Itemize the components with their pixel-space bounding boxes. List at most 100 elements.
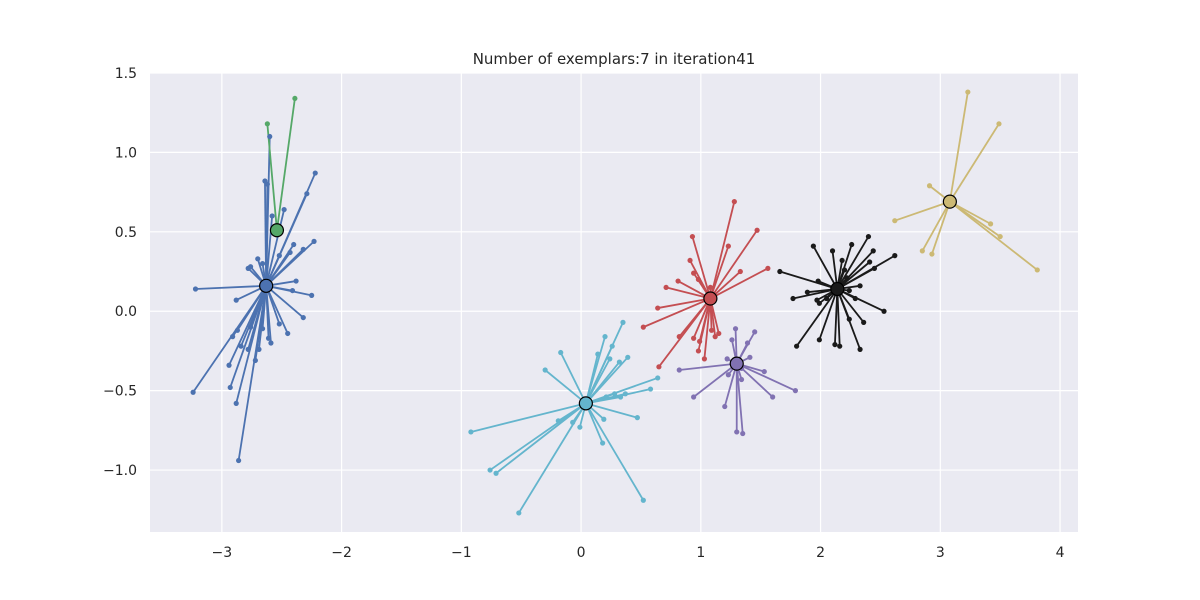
x-tick-label: 1	[696, 545, 705, 561]
data-point	[697, 338, 703, 345]
cluster-link	[495, 402, 587, 474]
cluster-link	[836, 236, 870, 290]
chart-title: Number of exemplars:7 in iteration41	[473, 50, 756, 68]
data-point	[857, 346, 863, 352]
data-point	[691, 270, 697, 276]
data-point	[577, 424, 583, 430]
data-point	[837, 343, 843, 349]
data-point	[790, 295, 796, 302]
data-point	[252, 357, 258, 364]
data-point	[724, 356, 730, 362]
cluster-link	[792, 288, 838, 300]
grid	[150, 72, 1078, 532]
data-point	[881, 308, 887, 314]
data-point	[871, 265, 878, 271]
cluster-link	[642, 297, 711, 328]
data-point	[558, 349, 564, 356]
data-point	[712, 334, 718, 340]
data-point	[865, 233, 872, 240]
cluster-link	[795, 288, 839, 347]
data-point	[264, 121, 270, 127]
data-point	[245, 265, 251, 271]
cluster-link	[921, 201, 951, 252]
data-point	[744, 340, 751, 346]
data-point	[663, 284, 669, 291]
cluster-link	[949, 123, 1000, 203]
data-point	[595, 351, 601, 357]
data-point	[600, 440, 606, 446]
data-point	[601, 416, 607, 422]
cluster-link	[692, 298, 712, 339]
data-point	[234, 327, 241, 333]
data-point	[841, 267, 848, 273]
data-point	[747, 354, 753, 360]
cluster-link	[228, 285, 267, 366]
data-point	[695, 348, 702, 354]
data-point	[965, 89, 971, 95]
data-point	[867, 259, 873, 265]
data-point	[737, 268, 743, 275]
data-point	[256, 346, 262, 352]
data-point	[846, 316, 852, 322]
cluster-link	[723, 363, 738, 407]
data-point	[816, 337, 822, 343]
data-point	[655, 305, 661, 311]
x-tick-label: 0	[577, 545, 586, 561]
data-point	[707, 284, 713, 291]
cluster-links	[192, 91, 1038, 514]
data-point	[300, 246, 306, 252]
exemplar-point	[703, 291, 718, 306]
data-point	[255, 256, 261, 262]
data-point	[227, 384, 233, 391]
data-point	[919, 248, 925, 254]
data-point	[725, 243, 731, 249]
data-point	[264, 181, 270, 187]
cluster-link	[470, 402, 587, 433]
data-point	[516, 510, 522, 516]
cluster-link	[266, 123, 278, 231]
x-tick-label: −1	[451, 545, 472, 561]
data-point	[794, 343, 800, 349]
data-point	[729, 337, 735, 343]
data-point	[765, 265, 771, 271]
data-point	[754, 227, 760, 233]
data-point	[226, 362, 232, 368]
data-point	[267, 133, 273, 140]
cluster-link	[894, 200, 951, 222]
data-point	[852, 295, 858, 302]
data-point	[609, 343, 615, 349]
cluster-link	[691, 236, 712, 299]
data-point	[487, 467, 493, 473]
cluster-link	[265, 209, 285, 287]
exemplar-point	[578, 396, 593, 411]
cluster-link	[265, 285, 304, 319]
x-tick-label: −2	[331, 545, 352, 561]
cluster-link	[931, 201, 951, 255]
data-point	[734, 429, 740, 435]
data-point	[996, 121, 1002, 127]
data-point	[676, 334, 682, 340]
cluster-link	[812, 245, 839, 290]
cluster-link	[709, 267, 769, 300]
data-point	[691, 394, 697, 400]
cluster-link	[665, 286, 711, 300]
cluster-link	[585, 361, 621, 404]
data-point	[732, 326, 739, 332]
data-point	[870, 248, 876, 254]
data-point	[269, 213, 275, 219]
data-point	[247, 324, 254, 330]
cluster-link	[195, 284, 267, 290]
cluster-link	[703, 298, 712, 359]
data-point	[622, 391, 628, 397]
data-point	[309, 292, 315, 298]
cluster-link	[679, 362, 737, 371]
cluster-link	[192, 285, 267, 393]
cluster-link	[948, 91, 969, 202]
exemplar-point	[729, 356, 744, 371]
cluster-link	[658, 297, 712, 368]
data-point	[792, 388, 799, 394]
cluster-link	[559, 352, 587, 404]
data-point	[265, 335, 272, 341]
data-point	[259, 326, 266, 332]
